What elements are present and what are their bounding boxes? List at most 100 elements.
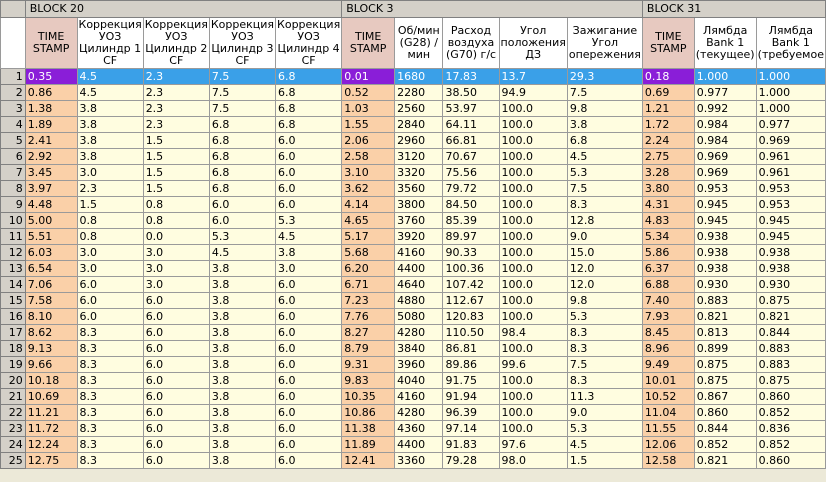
data-cell[interactable]: 100.0	[498, 244, 568, 261]
table-row[interactable]: 7 3.45 3.0 1.5 6.8 6.0 3.10 3320 75.56 100.0 5.3 3.…	[0, 164, 826, 181]
data-cell[interactable]: 0.977	[693, 84, 757, 101]
data-cell[interactable]: 100.0	[498, 372, 568, 389]
data-cell[interactable]: 6.8	[208, 164, 277, 181]
data-cell[interactable]: 4.5	[566, 436, 643, 453]
data-cell[interactable]: 0.8	[76, 228, 144, 245]
data-cell[interactable]: 1.000	[693, 68, 757, 85]
row-number[interactable]: 11	[0, 228, 26, 245]
data-cell[interactable]: 0.930	[755, 276, 826, 293]
data-cell[interactable]: 0.984	[693, 132, 757, 149]
timestamp-cell[interactable]: 4.83	[641, 212, 695, 229]
data-cell[interactable]: 6.8	[275, 100, 343, 117]
timestamp-cell[interactable]: 12.24	[24, 436, 78, 453]
table-row[interactable]: 4 1.89 3.8 2.3 6.8 6.8 1.55 2840 64.11 100.0 3.8 1.…	[0, 116, 826, 133]
row-number[interactable]: 21	[0, 388, 26, 405]
timestamp-cell[interactable]: 8.96	[641, 340, 695, 357]
data-cell[interactable]: 100.0	[498, 308, 568, 325]
data-cell[interactable]: 6.0	[142, 292, 210, 309]
data-cell[interactable]: 6.8	[208, 116, 277, 133]
row-number[interactable]: 14	[0, 276, 26, 293]
data-cell[interactable]: 100.0	[498, 292, 568, 309]
timestamp-cell[interactable]: 0.01	[341, 68, 396, 85]
data-cell[interactable]: 9.8	[566, 292, 643, 309]
row-number[interactable]: 12	[0, 244, 26, 261]
column-header[interactable]: Лямбда Bank 1 (требуемое	[755, 17, 826, 69]
data-cell[interactable]: 17.83	[442, 68, 500, 85]
data-cell[interactable]: 100.36	[442, 260, 500, 277]
data-cell[interactable]: 6.0	[275, 132, 343, 149]
timestamp-cell[interactable]: 10.35	[341, 388, 396, 405]
table-row[interactable]: 9 4.48 1.5 0.8 6.0 6.0 4.14 3800 84.50 100.0 8.3 4.…	[0, 196, 826, 213]
data-cell[interactable]: 4400	[394, 436, 444, 453]
timestamp-cell[interactable]: 6.03	[24, 244, 78, 261]
data-cell[interactable]: 6.0	[208, 196, 277, 213]
data-cell[interactable]: 100.0	[498, 212, 568, 229]
data-cell[interactable]: 3760	[394, 212, 444, 229]
data-cell[interactable]: 4.5	[566, 148, 643, 165]
column-header[interactable]: Коррекция УОЗ Цилиндр 4 CF	[275, 17, 343, 69]
data-cell[interactable]: 100.0	[498, 340, 568, 357]
data-cell[interactable]: 8.3	[76, 340, 144, 357]
data-cell[interactable]: 100.0	[498, 228, 568, 245]
data-cell[interactable]: 6.0	[76, 308, 144, 325]
table-row[interactable]: 10 5.00 0.8 0.8 6.0 5.3 4.65 3760 85.39 100.0 12.8…	[0, 212, 826, 229]
data-cell[interactable]: 3.8	[208, 452, 277, 469]
timestamp-cell[interactable]: 0.35	[24, 68, 78, 85]
timestamp-cell[interactable]: 2.24	[641, 132, 695, 149]
timestamp-cell[interactable]: 5.51	[24, 228, 78, 245]
data-cell[interactable]: 0.899	[693, 340, 757, 357]
data-cell[interactable]: 3.8	[208, 436, 277, 453]
data-cell[interactable]: 6.0	[275, 404, 343, 421]
data-cell[interactable]: 0.8	[142, 212, 210, 229]
data-cell[interactable]: 3120	[394, 148, 444, 165]
timestamp-cell[interactable]: 0.52	[341, 84, 396, 101]
data-cell[interactable]: 6.0	[275, 196, 343, 213]
data-cell[interactable]: 2280	[394, 84, 444, 101]
data-cell[interactable]: 3.8	[76, 116, 144, 133]
data-cell[interactable]: 3.8	[208, 324, 277, 341]
timestamp-cell[interactable]: 9.83	[341, 372, 396, 389]
table-row[interactable]: 13 6.54 3.0 3.0 3.8 3.0 6.20 4400 100.36 100.0 12.…	[0, 260, 826, 277]
timestamp-cell[interactable]: 4.14	[341, 196, 396, 213]
data-cell[interactable]: 2.3	[142, 100, 210, 117]
timestamp-cell[interactable]: 4.48	[24, 196, 78, 213]
timestamp-cell[interactable]: 3.45	[24, 164, 78, 181]
data-cell[interactable]: 2840	[394, 116, 444, 133]
data-cell[interactable]: 86.81	[442, 340, 500, 357]
timestamp-column-header[interactable]: TIME STAMP	[24, 17, 78, 69]
data-cell[interactable]: 3.8	[208, 260, 277, 277]
timestamp-cell[interactable]: 2.06	[341, 132, 396, 149]
data-cell[interactable]: 3.8	[275, 244, 343, 261]
data-cell[interactable]: 75.56	[442, 164, 500, 181]
data-cell[interactable]: 4160	[394, 388, 444, 405]
data-cell[interactable]: 3320	[394, 164, 444, 181]
timestamp-cell[interactable]: 1.89	[24, 116, 78, 133]
data-cell[interactable]: 4280	[394, 324, 444, 341]
data-cell[interactable]: 4640	[394, 276, 444, 293]
data-cell[interactable]: 6.0	[142, 420, 210, 437]
data-cell[interactable]: 3.8	[208, 404, 277, 421]
data-cell[interactable]: 0.953	[693, 180, 757, 197]
data-cell[interactable]: 4880	[394, 292, 444, 309]
data-cell[interactable]: 100.0	[498, 276, 568, 293]
data-cell[interactable]: 4.5	[208, 244, 277, 261]
table-row[interactable]: 15 7.58 6.0 6.0 3.8 6.0 7.23 4880 112.67 100.0 9.8…	[0, 292, 826, 309]
row-number[interactable]: 18	[0, 340, 26, 357]
timestamp-cell[interactable]: 1.38	[24, 100, 78, 117]
data-cell[interactable]: 3.8	[208, 308, 277, 325]
data-cell[interactable]: 0.875	[693, 356, 757, 373]
column-header[interactable]: Зажигание Угол опережения	[566, 17, 643, 69]
table-row[interactable]: 25 12.75 8.3 6.0 3.8 6.0 12.41 3360 79.28 98.0 1.5…	[0, 452, 826, 469]
data-cell[interactable]: 6.0	[275, 436, 343, 453]
timestamp-cell[interactable]: 9.13	[24, 340, 78, 357]
data-cell[interactable]: 100.0	[498, 260, 568, 277]
data-cell[interactable]: 1.5	[142, 148, 210, 165]
data-cell[interactable]: 91.75	[442, 372, 500, 389]
column-header[interactable]: Расход воздуха (G70) г/с	[442, 17, 500, 69]
data-cell[interactable]: 6.0	[275, 372, 343, 389]
data-cell[interactable]: 1.000	[755, 68, 826, 85]
data-cell[interactable]: 6.0	[275, 276, 343, 293]
data-cell[interactable]: 66.81	[442, 132, 500, 149]
data-cell[interactable]: 0.961	[755, 164, 826, 181]
timestamp-cell[interactable]: 1.03	[341, 100, 396, 117]
